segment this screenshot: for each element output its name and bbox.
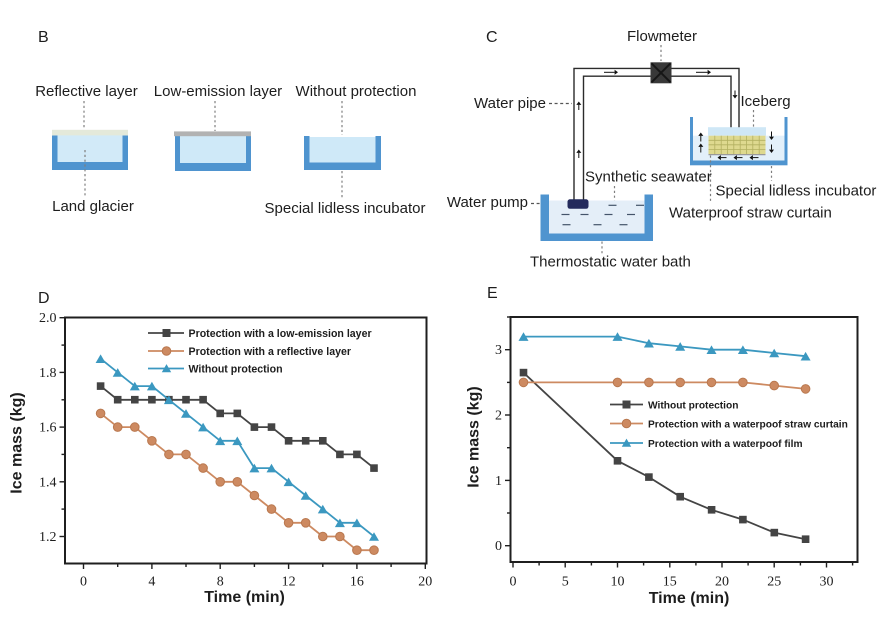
svg-text:20: 20 (715, 575, 729, 590)
svg-text:Ice mass (kg): Ice mass (kg) (466, 386, 483, 487)
svg-text:16: 16 (350, 575, 364, 590)
svg-text:0: 0 (510, 575, 517, 590)
svg-text:Low-emission layer: Low-emission layer (154, 83, 282, 100)
svg-text:Reflective layer: Reflective layer (35, 83, 138, 100)
svg-text:D: D (38, 290, 50, 307)
svg-text:12: 12 (282, 575, 296, 590)
svg-text:Waterproof straw curtain: Waterproof straw curtain (669, 205, 832, 222)
svg-text:0: 0 (495, 539, 502, 554)
svg-text:Protection with a reflective l: Protection with a reflective layer (189, 346, 352, 358)
svg-text:1.2: 1.2 (39, 530, 57, 545)
svg-text:15: 15 (663, 575, 677, 590)
svg-text:Flowmeter: Flowmeter (627, 28, 697, 45)
svg-text:10: 10 (611, 575, 625, 590)
svg-text:B: B (38, 29, 49, 46)
svg-text:1.6: 1.6 (39, 421, 57, 436)
svg-text:Water pipe: Water pipe (474, 95, 546, 112)
svg-text:Protection with a waterpoof st: Protection with a waterpoof straw curtai… (648, 420, 848, 431)
svg-text:1.4: 1.4 (39, 475, 57, 490)
svg-text:Special lidless incubator: Special lidless incubator (716, 183, 877, 200)
svg-text:Water pump: Water pump (447, 194, 528, 211)
svg-text:Special lidless incubator: Special lidless incubator (265, 200, 426, 217)
svg-text:Thermostatic water bath: Thermostatic water bath (530, 254, 691, 271)
svg-text:Protection with a low-emission: Protection with a low-emission layer (189, 328, 372, 340)
svg-text:8: 8 (217, 575, 224, 590)
svg-text:30: 30 (820, 575, 834, 590)
svg-text:C: C (486, 29, 498, 46)
svg-text:2: 2 (495, 409, 502, 424)
svg-text:2.0: 2.0 (39, 311, 57, 326)
svg-text:Without protection: Without protection (296, 83, 417, 100)
svg-text:20: 20 (418, 575, 432, 590)
svg-text:Without protection: Without protection (189, 364, 283, 376)
svg-text:5: 5 (562, 575, 569, 590)
svg-text:Synthetic seawater: Synthetic seawater (585, 169, 712, 186)
svg-text:1.8: 1.8 (39, 366, 57, 381)
svg-text:Without protection: Without protection (648, 401, 738, 412)
svg-text:4: 4 (148, 575, 155, 590)
svg-text:Land glacier: Land glacier (52, 198, 134, 215)
svg-text:Time (min): Time (min) (649, 590, 730, 607)
svg-text:1: 1 (495, 474, 502, 489)
svg-text:Protection with a waterpoof fi: Protection with a waterpoof film (648, 439, 803, 450)
svg-text:Time (min): Time (min) (204, 589, 285, 606)
svg-text:E: E (487, 285, 498, 302)
svg-text:0: 0 (80, 575, 87, 590)
svg-text:3: 3 (495, 343, 502, 358)
svg-text:Ice mass (kg): Ice mass (kg) (9, 392, 26, 493)
svg-text:Iceberg: Iceberg (741, 93, 791, 110)
svg-text:25: 25 (767, 575, 781, 590)
